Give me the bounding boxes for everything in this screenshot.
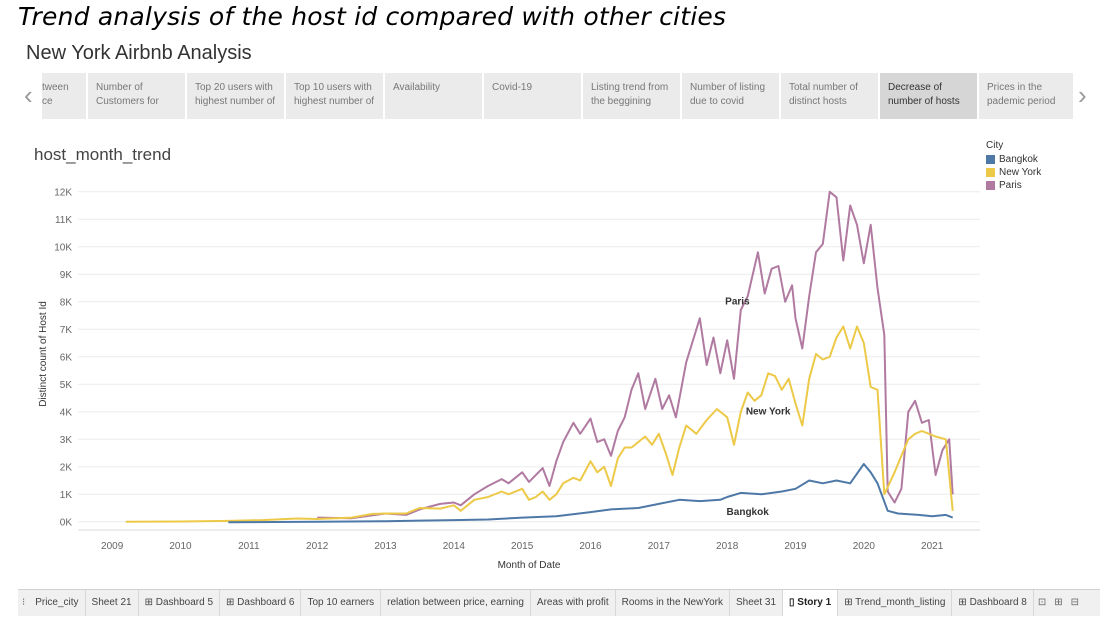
story-point-tab[interactable]: Number of Customers for: [88, 73, 187, 119]
series-label: Bangkok: [727, 507, 770, 518]
sheet-tab[interactable]: ⊞ Trend_month_listing: [838, 590, 953, 616]
y-tick-label: 12K: [54, 187, 72, 198]
x-axis-title: Month of Date: [498, 560, 561, 571]
series-label: Paris: [725, 297, 750, 308]
y-axis-title: Distinct count of Host Id: [38, 301, 49, 407]
sheet-tab[interactable]: ▯ Story 1: [783, 590, 839, 616]
series-line-bangkok: [228, 463, 954, 524]
y-tick-label: 11K: [55, 215, 72, 226]
next-story-point-icon[interactable]: ›: [1078, 80, 1087, 110]
x-tick-label: 2019: [784, 541, 807, 552]
scroll-left-icon[interactable]: ⁝: [22, 597, 26, 608]
legend-swatch: [986, 181, 995, 190]
x-tick-label: 2015: [511, 541, 534, 552]
x-tick-label: 2010: [169, 541, 192, 552]
y-tick-label: 2K: [60, 462, 73, 473]
prev-story-point-icon[interactable]: ‹: [24, 80, 33, 110]
y-tick-label: 1K: [60, 490, 73, 501]
sheet-tab[interactable]: Price_city: [29, 590, 86, 616]
x-tick-label: 2009: [101, 541, 124, 552]
caption: Trend analysis of the host id compared w…: [18, 2, 727, 31]
y-tick-label: 9K: [60, 270, 73, 281]
x-tick-label: 2017: [648, 541, 671, 552]
legend-swatch: [986, 168, 995, 177]
y-tick-label: 8K: [60, 297, 73, 308]
x-tick-label: 2018: [716, 541, 739, 552]
sheet-tab[interactable]: ⊞ Dashboard 6: [220, 590, 302, 616]
x-tick-label: 2012: [306, 541, 329, 552]
new-story-icon[interactable]: ⊟: [1070, 597, 1080, 608]
series-line-paris: [317, 190, 954, 520]
x-tick-label: 2020: [853, 541, 876, 552]
story-point-tab[interactable]: Number of listing due to covid: [682, 73, 781, 119]
y-tick-label: 6K: [60, 352, 73, 363]
story-point-tab[interactable]: Total number of distinct hosts: [781, 73, 880, 119]
story-point-tab[interactable]: Availability: [385, 73, 484, 119]
y-tick-label: 0K: [60, 517, 73, 528]
legend-item[interactable]: New York: [986, 166, 1041, 179]
sheet-tab-bar: ⁝ Price_city Sheet 21 ⊞ Dashboard 5 ⊞ Dashb…: [18, 589, 1100, 616]
y-tick-label: 10K: [54, 242, 72, 253]
x-tick-label: 2021: [921, 541, 944, 552]
story-navigator: tween ce Number of Customers for Top 20 us…: [42, 73, 1073, 119]
legend: City Bangkok New York Paris: [986, 140, 1041, 192]
story-point-tab[interactable]: Top 10 users with highest number of: [286, 73, 385, 119]
legend-item[interactable]: Paris: [986, 179, 1041, 192]
legend-swatch: [986, 155, 995, 164]
new-worksheet-icon[interactable]: ⊡: [1037, 597, 1047, 608]
legend-item[interactable]: Bangkok: [986, 153, 1041, 166]
legend-label: New York: [999, 167, 1042, 178]
legend-title: City: [986, 140, 1004, 151]
story-title: New York Airbnb Analysis: [26, 42, 252, 64]
y-tick-label: 3K: [60, 435, 73, 446]
series-line-new-york: [125, 325, 954, 523]
story-point-tab[interactable]: Listing trend from the beggining: [583, 73, 682, 119]
sheet-tab[interactable]: Top 10 earners: [301, 590, 382, 616]
x-tick-label: 2014: [443, 541, 466, 552]
sheet-tab[interactable]: ⊞ Dashboard 5: [139, 590, 221, 616]
legend-items: Bangkok New York Paris: [986, 153, 1041, 192]
sheet-tab[interactable]: Areas with profit: [531, 590, 616, 616]
story-point-tab[interactable]: Top 20 users with highest number of: [187, 73, 286, 119]
sheet-tab[interactable]: Sheet 31: [730, 590, 784, 616]
new-dashboard-icon[interactable]: ⊞: [1054, 597, 1063, 608]
y-tick-label: 4K: [60, 407, 73, 418]
story-point-tab[interactable]: Prices in the pademic period: [979, 73, 1073, 119]
y-tick-label: 7K: [60, 325, 73, 336]
legend-label: Bangkok: [999, 154, 1038, 165]
story-point-tab[interactable]: tween ce: [42, 73, 88, 119]
story-point-tab[interactable]: Decrease of number of hosts: [880, 73, 979, 119]
chart-title: host_month_trend: [34, 145, 172, 164]
x-tick-label: 2011: [238, 541, 260, 552]
sheet-tab[interactable]: Rooms in the NewYork: [616, 590, 730, 616]
sheet-tab[interactable]: Sheet 21: [86, 590, 139, 616]
story-points: tween ce Number of Customers for Top 20 us…: [42, 73, 1073, 119]
y-tick-label: 5K: [60, 380, 73, 391]
story-point-tab[interactable]: Covid-19: [484, 73, 583, 119]
legend-label: Paris: [999, 180, 1022, 191]
sheet-tab[interactable]: ⊞ Dashboard 8: [952, 590, 1034, 616]
x-tick-label: 2016: [579, 541, 602, 552]
series-label: New York: [746, 407, 791, 418]
sheet-tab[interactable]: relation between price, earning: [381, 590, 531, 616]
x-tick-label: 2013: [374, 541, 397, 552]
